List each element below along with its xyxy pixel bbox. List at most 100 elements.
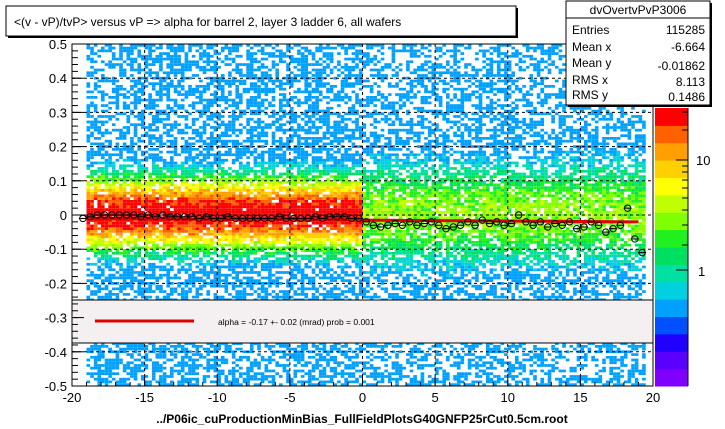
heatmap-cell [115, 241, 120, 244]
heatmap-cell [275, 112, 280, 116]
heatmap-cell [115, 249, 120, 252]
heatmap-cell [206, 85, 211, 88]
heatmap-cell [111, 128, 116, 132]
heatmap-cell [289, 82, 294, 86]
heatmap-cell [141, 227, 145, 231]
heatmap-cell [111, 183, 116, 187]
heatmap-cell [213, 251, 218, 255]
heatmap-cell [162, 246, 167, 250]
heatmap-cell [151, 148, 156, 151]
heatmap-cell [257, 161, 261, 165]
heatmap-cell [253, 158, 258, 162]
heatmap-cell [206, 210, 211, 214]
heatmap-cell [191, 202, 196, 206]
heatmap-cell [137, 279, 142, 283]
heatmap-cell [137, 101, 142, 105]
heatmap-cell [260, 101, 265, 105]
heatmap-cell [173, 139, 178, 143]
heatmap-cell [239, 216, 243, 220]
heatmap-cell [202, 355, 207, 359]
heatmap-cell [224, 361, 229, 365]
heatmap-cell [257, 342, 261, 345]
heatmap-cell [90, 104, 94, 107]
heatmap-cell [188, 65, 192, 69]
heatmap-cell [130, 178, 134, 181]
heatmap-cell [104, 251, 109, 255]
heatmap-cell [119, 93, 123, 96]
heatmap-cell [144, 353, 149, 356]
heatmap-cell [159, 383, 163, 386]
heatmap-cell [177, 186, 181, 190]
heatmap-cell [104, 295, 109, 299]
heatmap-cell [86, 257, 91, 261]
heatmap-cell [119, 251, 123, 255]
heatmap-cell [148, 106, 152, 110]
heatmap-cell [202, 208, 207, 211]
heatmap-cell [101, 142, 105, 146]
heatmap-cell [224, 230, 229, 233]
heatmap-cell [104, 361, 109, 365]
heatmap-cell [239, 68, 243, 72]
heatmap-cell [264, 200, 269, 203]
heatmap-cell [97, 79, 102, 83]
heatmap-cell [268, 293, 272, 296]
heatmap-cell [108, 60, 112, 64]
heatmap-cell [188, 197, 192, 200]
heatmap-cell [228, 260, 232, 263]
heatmap-cell [242, 293, 247, 296]
heatmap-cell [101, 74, 105, 77]
heatmap-cell [289, 57, 294, 61]
heatmap-cell [275, 178, 280, 181]
heatmap-cell [111, 148, 116, 151]
heatmap-cell [159, 175, 163, 179]
heatmap-cell [279, 249, 283, 252]
heatmap-cell [101, 208, 105, 211]
heatmap-cell [137, 191, 142, 195]
heatmap-cell [162, 238, 167, 242]
heatmap-cell [151, 142, 156, 146]
heatmap-cell [271, 169, 276, 173]
heatmap-cell [101, 123, 105, 127]
heatmap-cell [115, 112, 120, 116]
heatmap-cell [108, 366, 112, 370]
heatmap-cell [101, 232, 105, 236]
heatmap-cell [249, 287, 254, 291]
heatmap-cell [93, 71, 98, 75]
heatmap-cell [308, 169, 312, 173]
heatmap-cell [177, 284, 181, 288]
heatmap-cell [191, 221, 196, 225]
heatmap-cell [184, 230, 189, 233]
heatmap-cell [188, 213, 192, 217]
heatmap-cell [271, 172, 276, 176]
heatmap-cell [239, 109, 243, 113]
heatmap-cell [180, 183, 185, 187]
heatmap-cell [144, 60, 149, 64]
heatmap-cell [304, 200, 309, 203]
heatmap-cell [264, 167, 269, 170]
heatmap-cell [133, 191, 138, 195]
heatmap-cell [101, 295, 105, 299]
heatmap-cell [122, 191, 127, 195]
heatmap-cell [144, 150, 149, 154]
heatmap-cell [111, 342, 116, 345]
heatmap-cell [141, 260, 145, 263]
heatmap-cell [180, 380, 185, 384]
heatmap-cell [206, 106, 211, 110]
heatmap-cell [282, 251, 287, 255]
heatmap-cell [293, 112, 298, 116]
heatmap-cell [242, 79, 247, 83]
heatmap-cell [210, 178, 214, 181]
heatmap-cell [279, 79, 283, 83]
heatmap-cell [86, 126, 91, 129]
heatmap-cell [239, 197, 243, 200]
heatmap-cell [275, 74, 280, 77]
heatmap-cell [195, 134, 200, 138]
heatmap-cell [246, 221, 250, 225]
heatmap-cell [104, 167, 109, 170]
heatmap-cell [253, 98, 258, 102]
heatmap-cell [239, 54, 243, 58]
heatmap-cell [180, 44, 185, 47]
heatmap-cell [86, 364, 91, 367]
heatmap-cell [151, 377, 156, 381]
heatmap-cell [195, 101, 200, 105]
